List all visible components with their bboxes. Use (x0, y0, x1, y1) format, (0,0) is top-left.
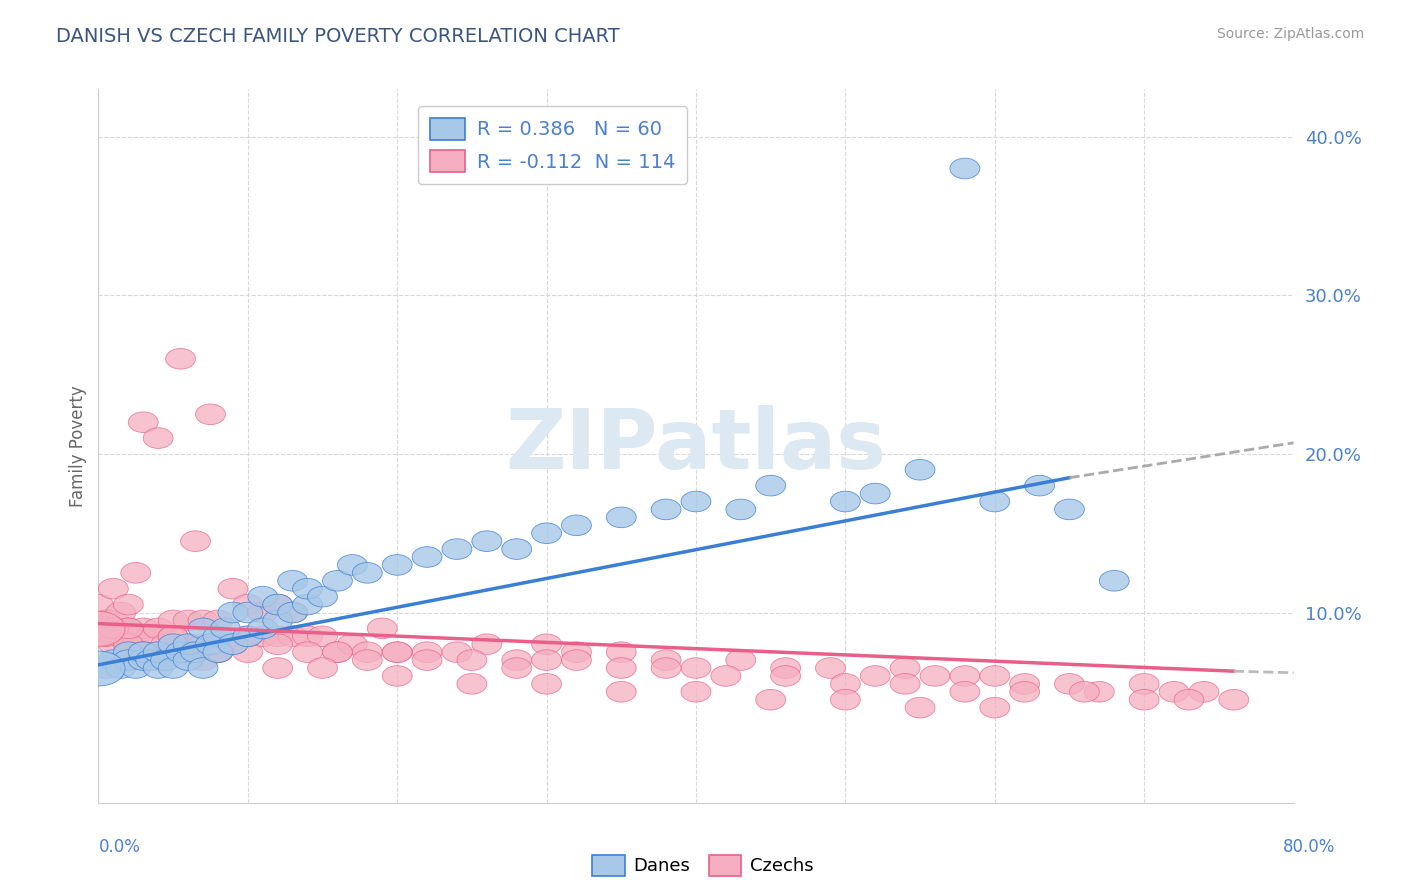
Y-axis label: Family Poverty: Family Poverty (69, 385, 87, 507)
Text: 0.0%: 0.0% (98, 838, 141, 856)
Legend: R = 0.386   N = 60, R = -0.112  N = 114: R = 0.386 N = 60, R = -0.112 N = 114 (419, 106, 686, 184)
Text: ZIPatlas: ZIPatlas (506, 406, 886, 486)
Legend: Danes, Czechs: Danes, Czechs (585, 847, 821, 883)
Text: 80.0%: 80.0% (1284, 838, 1336, 856)
Text: DANISH VS CZECH FAMILY POVERTY CORRELATION CHART: DANISH VS CZECH FAMILY POVERTY CORRELATI… (56, 27, 620, 45)
Text: Source: ZipAtlas.com: Source: ZipAtlas.com (1216, 27, 1364, 41)
